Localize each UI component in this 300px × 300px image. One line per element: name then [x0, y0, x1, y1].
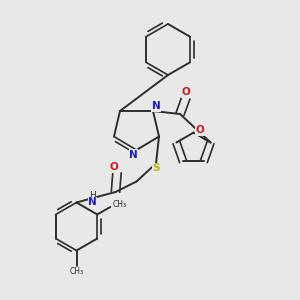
Text: O: O	[110, 162, 118, 172]
Text: CH₃: CH₃	[69, 267, 84, 276]
Text: N: N	[129, 150, 138, 160]
Text: H: H	[89, 191, 96, 200]
Text: CH₃: CH₃	[113, 200, 127, 209]
Text: O: O	[196, 125, 205, 135]
Text: N: N	[88, 197, 97, 207]
Text: O: O	[182, 87, 190, 97]
Text: N: N	[152, 101, 160, 111]
Text: S: S	[152, 163, 160, 173]
